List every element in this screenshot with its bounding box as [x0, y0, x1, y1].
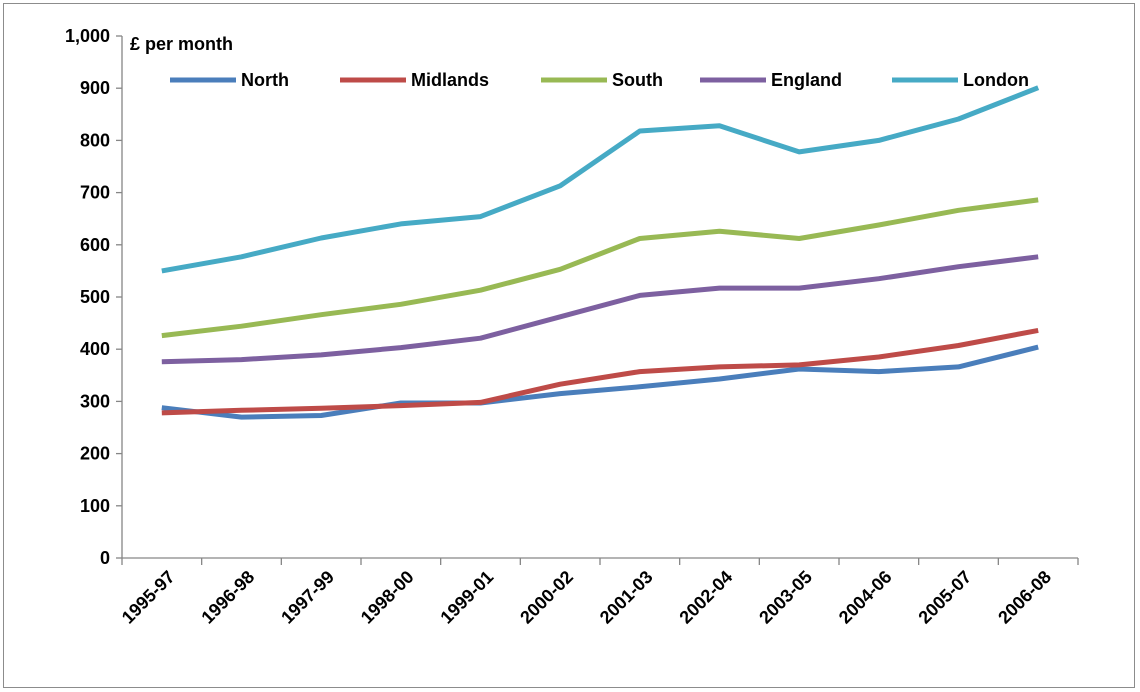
legend-label-london: London: [963, 70, 1029, 90]
legend-label-england: England: [771, 70, 842, 90]
y-tick-label: 800: [80, 130, 110, 150]
series-line-north: [161, 344, 1039, 420]
x-tick-label: 1997-99: [277, 567, 338, 628]
y-tick-label: 1,000: [65, 26, 110, 46]
series-line-midlands: [161, 327, 1039, 416]
x-tick-label: 2002-04: [675, 567, 736, 628]
x-tick-label: 2005-07: [914, 567, 975, 628]
series-line-south: [161, 197, 1039, 339]
x-tick-label: 2003-05: [755, 567, 816, 628]
x-tick-label: 2000-02: [516, 567, 577, 628]
x-tick-label: 1995-97: [118, 567, 179, 628]
legend-label-north: North: [241, 70, 289, 90]
legend-label-midlands: Midlands: [411, 70, 489, 90]
x-tick-label: 2001-03: [596, 567, 657, 628]
series-line-london: [161, 85, 1040, 274]
y-tick-label: 0: [100, 548, 110, 568]
series-layer: [161, 85, 1040, 420]
y-tick-label: 200: [80, 444, 110, 464]
x-tick-label: 1998-00: [357, 567, 418, 628]
series-line-england: [161, 254, 1039, 365]
x-tick-label: 2004-06: [835, 567, 896, 628]
legend-label-south: South: [612, 70, 663, 90]
y-tick-label: 900: [80, 78, 110, 98]
y-axis-label: £ per month: [130, 34, 233, 54]
x-tick-label: 2006-08: [994, 567, 1055, 628]
y-tick-label: 600: [80, 235, 110, 255]
legend: North Midlands South England London: [170, 70, 1029, 90]
y-tick-label: 100: [80, 496, 110, 516]
x-tick-label: 1999-01: [436, 567, 497, 628]
y-tick-label: 300: [80, 391, 110, 411]
y-tick-label: 500: [80, 287, 110, 307]
y-tick-label: 400: [80, 339, 110, 359]
x-tick-label: 1996-98: [197, 567, 258, 628]
y-tick-label: 700: [80, 183, 110, 203]
